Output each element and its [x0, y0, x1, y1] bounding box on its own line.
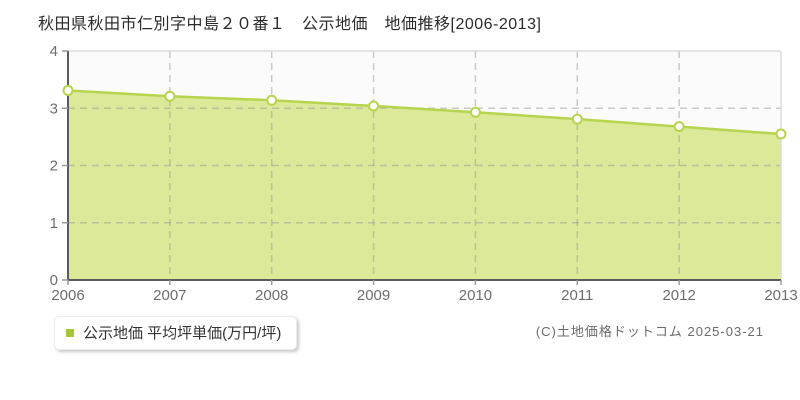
data-point: [469, 106, 481, 118]
y-tick-label: 3: [50, 100, 58, 117]
legend-marker-icon: [66, 328, 74, 337]
y-tick-label: 1: [50, 215, 58, 232]
chart-title: 秋田県秋田市仁別字中島２０番１ 公示地価 地価推移[2006-2013]: [38, 16, 542, 33]
x-tick-label: 2010: [459, 287, 492, 304]
series-line: [67, 89, 782, 136]
data-point: [62, 85, 74, 97]
data-point: [571, 113, 583, 125]
area-fill: [68, 90, 781, 280]
copyright-text: (C)土地価格ドットコム 2025-03-21: [535, 324, 764, 339]
x-tick-label: 2013: [764, 287, 797, 304]
x-tick-label: 2009: [357, 287, 390, 304]
data-point: [266, 94, 278, 106]
x-tick-label: 2006: [51, 287, 84, 304]
x-tick-label: 2007: [153, 287, 186, 304]
legend: 公示地価 平均坪単価(万円/坪): [54, 316, 298, 350]
x-tick-label: 2008: [255, 287, 288, 304]
x-tick-label: 2012: [662, 287, 695, 304]
legend-label: 公示地価 平均坪単価(万円/坪): [83, 325, 282, 342]
data-point: [368, 100, 380, 112]
y-tick-label: 0: [50, 272, 58, 289]
data-point: [775, 128, 787, 140]
data-point: [164, 90, 176, 102]
x-tick-label: 2011: [561, 287, 593, 304]
y-tick-label: 2: [50, 158, 58, 175]
data-point: [673, 121, 685, 133]
y-tick-label: 4: [50, 43, 58, 60]
